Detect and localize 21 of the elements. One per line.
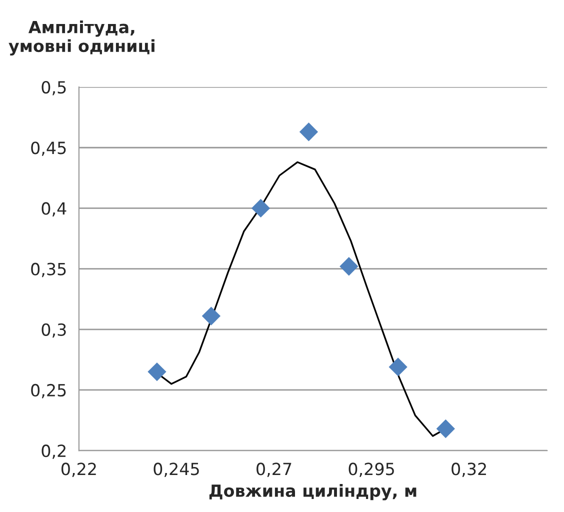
- x-tick-label: 0,27: [256, 462, 292, 477]
- point: [299, 122, 318, 142]
- y-tick-label: 0,4: [42, 202, 66, 216]
- x-axis-title: Довжина циліндру, м: [209, 484, 416, 500]
- y-tick-label: 0,35: [31, 262, 66, 278]
- point: [202, 306, 221, 326]
- point: [340, 257, 358, 276]
- y-tick-label: 0,3: [42, 323, 66, 338]
- x-tick-label: 0,245: [154, 462, 199, 477]
- point: [148, 362, 166, 382]
- x-tick-label: 0,295: [348, 462, 394, 477]
- point: [251, 198, 270, 218]
- y-tick-label: 0,25: [31, 384, 66, 398]
- y-axis-title: Амплітуда, умовні одиниці: [8, 20, 154, 56]
- point: [436, 419, 455, 438]
- y-tick-label: 0,2: [42, 444, 66, 459]
- y-tick-label: 0,5: [42, 81, 66, 96]
- y-tick-label: 0,45: [31, 142, 66, 156]
- x-tick-label: 0,22: [62, 462, 96, 477]
- x-tick-label: 0,32: [452, 462, 486, 477]
- point: [388, 358, 408, 376]
